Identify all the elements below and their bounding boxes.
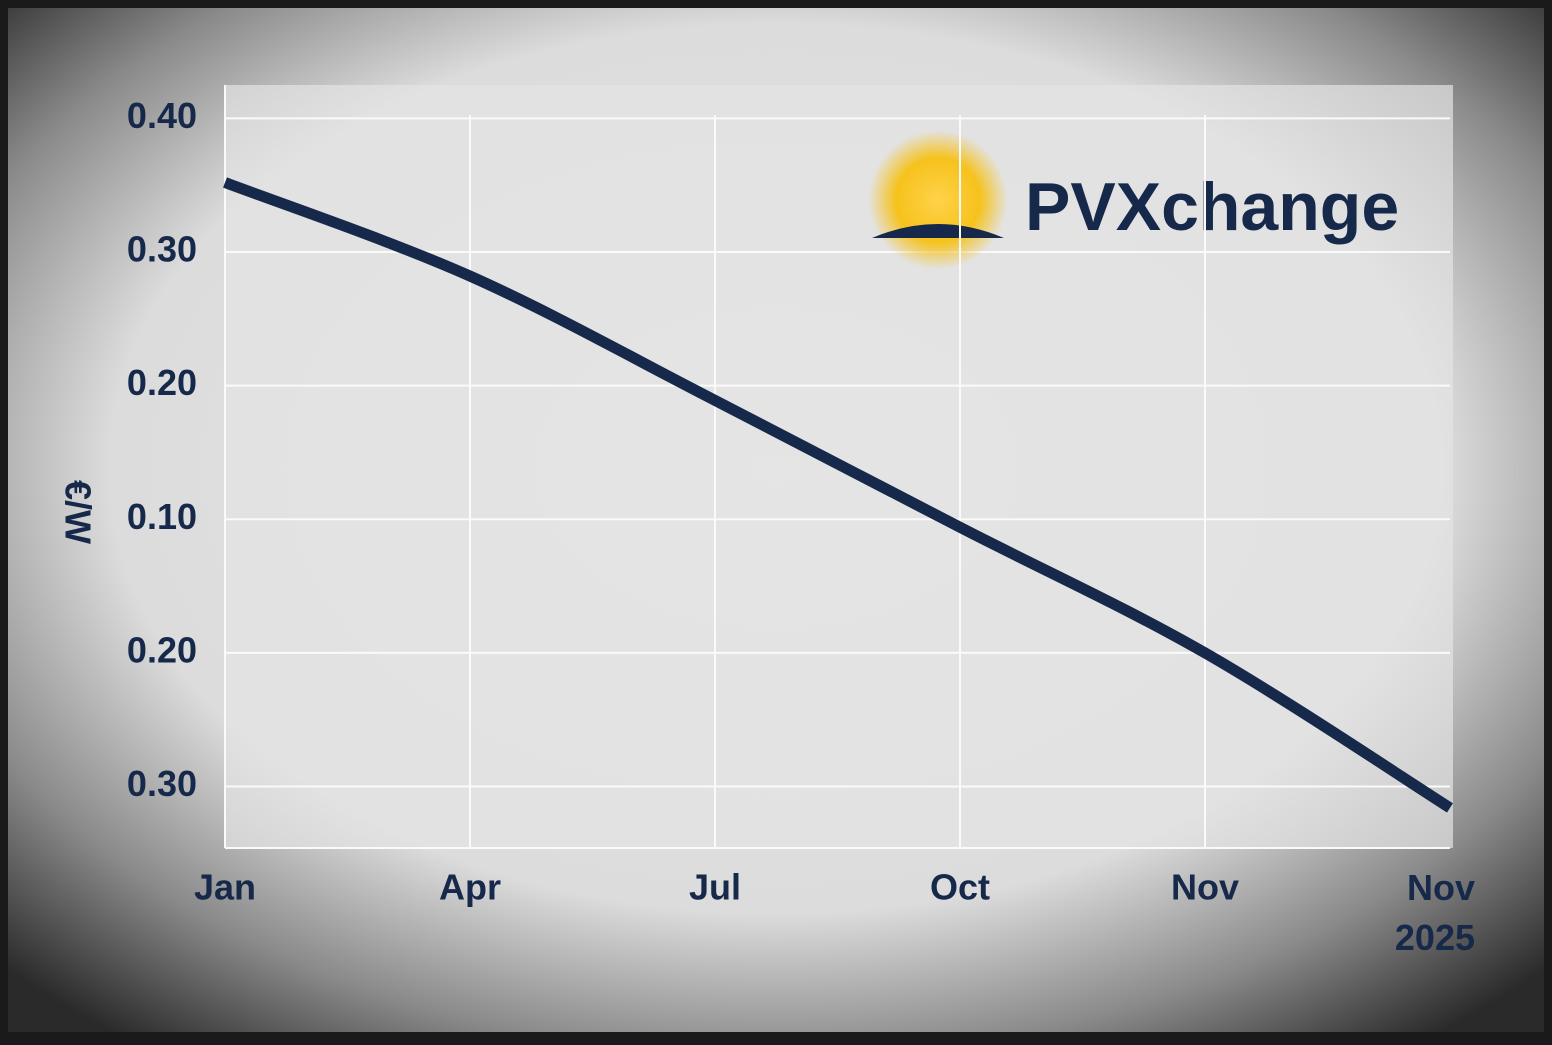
y-axis-label: €/W — [57, 480, 98, 544]
y-tick-label: 0.20 — [127, 362, 197, 403]
x-tick-label: Apr — [439, 867, 501, 908]
y-tick-label: 0.30 — [127, 229, 197, 270]
x-tick-label: Jul — [689, 867, 741, 908]
y-tick-label: 0.20 — [127, 629, 197, 670]
line-series — [223, 177, 1453, 813]
logo: PVXchange — [868, 130, 1399, 270]
x-tick-label: Nov 2025 — [1395, 867, 1475, 958]
x-tick-label: Oct — [930, 867, 990, 908]
x-tick-label: Jan — [194, 867, 256, 908]
logo-text: PVXchange — [1025, 169, 1399, 245]
y-tick-label: 0.10 — [127, 496, 197, 537]
y-tick-label: 0.30 — [127, 763, 197, 804]
x-tick-label: Nov — [1171, 867, 1239, 908]
logo-horizon — [872, 224, 1004, 238]
y-tick-label: 0.40 — [127, 95, 197, 136]
